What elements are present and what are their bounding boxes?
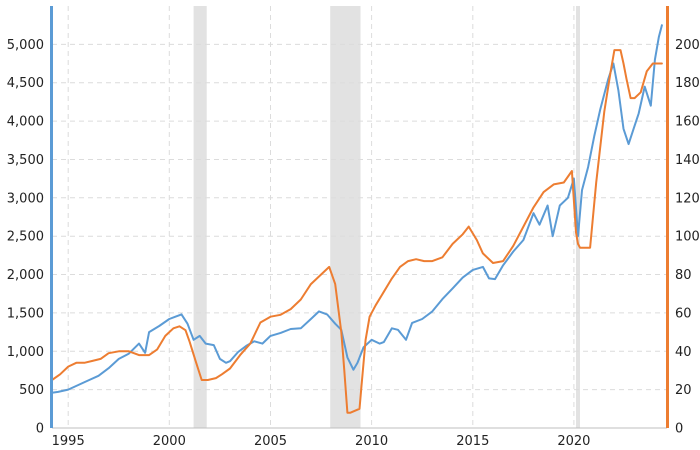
- y-left-tick-label: 3,000: [7, 191, 44, 206]
- y-left-tick-label: 1,500: [7, 306, 44, 321]
- y-right-tick-label: 20: [675, 383, 692, 398]
- y-left-tick-label: 4,500: [7, 76, 44, 91]
- y-left-tick-label: 5,000: [7, 38, 44, 53]
- y-right-tick-label: 0: [675, 422, 683, 437]
- series-lines: [51, 24, 663, 414]
- y-left-tick-label: 4,000: [7, 115, 44, 130]
- tick-labels: 0 500 1,000 1,500 2,000 2,500 3,000 3,500 4,000 4…: [7, 38, 700, 449]
- y-left-tick-label: 1,000: [7, 345, 44, 360]
- y-right-tick-label: 100: [675, 230, 700, 245]
- x-tick-label: 1995: [52, 434, 85, 449]
- y-right-tick-label: 140: [675, 153, 700, 168]
- axes: [50, 6, 669, 429]
- y-right-tick-label: 40: [675, 345, 692, 360]
- y-right-tick-label: 200: [675, 38, 700, 53]
- right-axis-bar: [666, 6, 669, 428]
- y-right-tick-label: 180: [675, 76, 700, 91]
- y-left-tick-label: 2,500: [7, 230, 44, 245]
- y-left-tick-label: 0: [36, 422, 44, 437]
- left-axis-bar: [50, 6, 53, 428]
- recession-band-1: [330, 6, 361, 428]
- y-right-tick-label: 160: [675, 115, 700, 130]
- recession-band-0: [193, 6, 207, 428]
- y-left-tick-label: 500: [19, 383, 44, 398]
- x-tick-label: 2005: [254, 434, 287, 449]
- y-right-tick-label: 120: [675, 191, 700, 206]
- series-line-left: [51, 24, 663, 394]
- x-tick-label: 2015: [456, 434, 489, 449]
- y-left-tick-label: 2,000: [7, 268, 44, 283]
- x-tick-label: 2000: [153, 434, 186, 449]
- x-tick-label: 2010: [355, 434, 388, 449]
- y-right-tick-label: 60: [675, 306, 692, 321]
- y-right-tick-label: 80: [675, 268, 692, 283]
- recession-bands: [193, 6, 580, 428]
- recession-band-2: [576, 6, 580, 428]
- gridlines: [52, 6, 667, 428]
- y-left-tick-label: 3,500: [7, 153, 44, 168]
- series-line-right: [51, 49, 663, 414]
- x-tick-label: 2020: [557, 434, 590, 449]
